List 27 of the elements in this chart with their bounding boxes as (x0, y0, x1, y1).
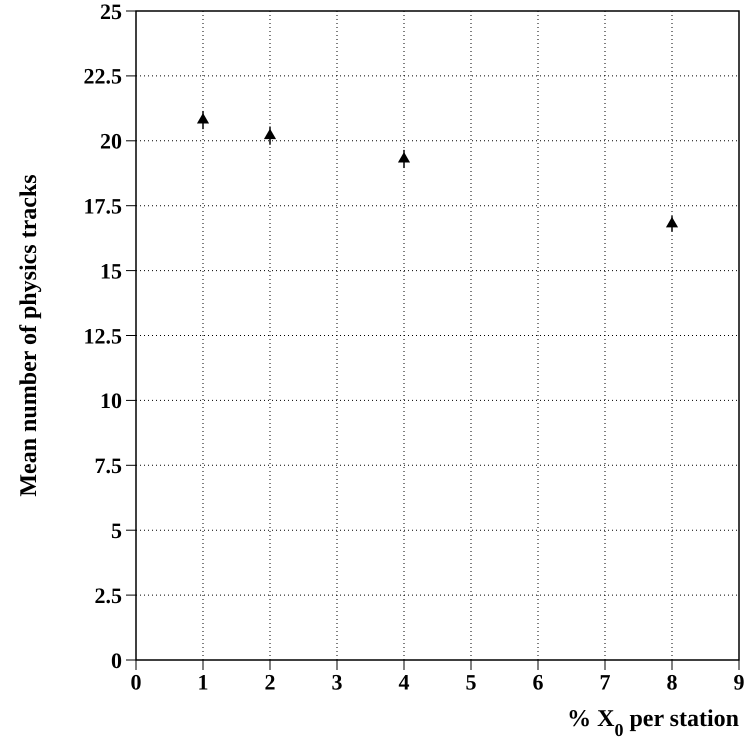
y-tick-label: 5 (111, 518, 122, 544)
x-tick-label: 1 (198, 670, 208, 695)
y-axis-title: Mean number of physics tracks (16, 174, 42, 497)
point (398, 152, 410, 162)
point (264, 128, 276, 140)
y-tick-label: 15 (100, 258, 122, 284)
x-axis-title: % X$_{0}$ per station (567, 706, 739, 740)
y-tick-label: 20 (100, 128, 122, 154)
x-tick-label: 4 (398, 670, 410, 695)
y-tick-label: 7.5 (94, 453, 122, 478)
x-tick-label: 8 (666, 670, 678, 695)
x-tick-label: 3 (332, 670, 342, 695)
y-tick-label: 2.5 (94, 582, 122, 608)
point (666, 216, 678, 228)
y-tick-label: 10 (100, 388, 122, 414)
x-tick-label: 6 (532, 670, 544, 695)
x-tick-label: 9 (734, 670, 744, 695)
x-tick-label: 2 (264, 670, 276, 695)
y-tick-label: 12.5 (84, 323, 122, 348)
y-tick-label: 25 (100, 0, 122, 24)
point (196, 113, 210, 124)
y-tick-label: 17.5 (84, 194, 122, 219)
y-tick-label: 22.5 (84, 64, 122, 89)
y-tick-label: 0 (111, 648, 122, 673)
x-tick-label: 0 (130, 670, 142, 695)
x-tick-label: 5 (466, 670, 476, 695)
x-tick-label: 7 (600, 670, 610, 695)
